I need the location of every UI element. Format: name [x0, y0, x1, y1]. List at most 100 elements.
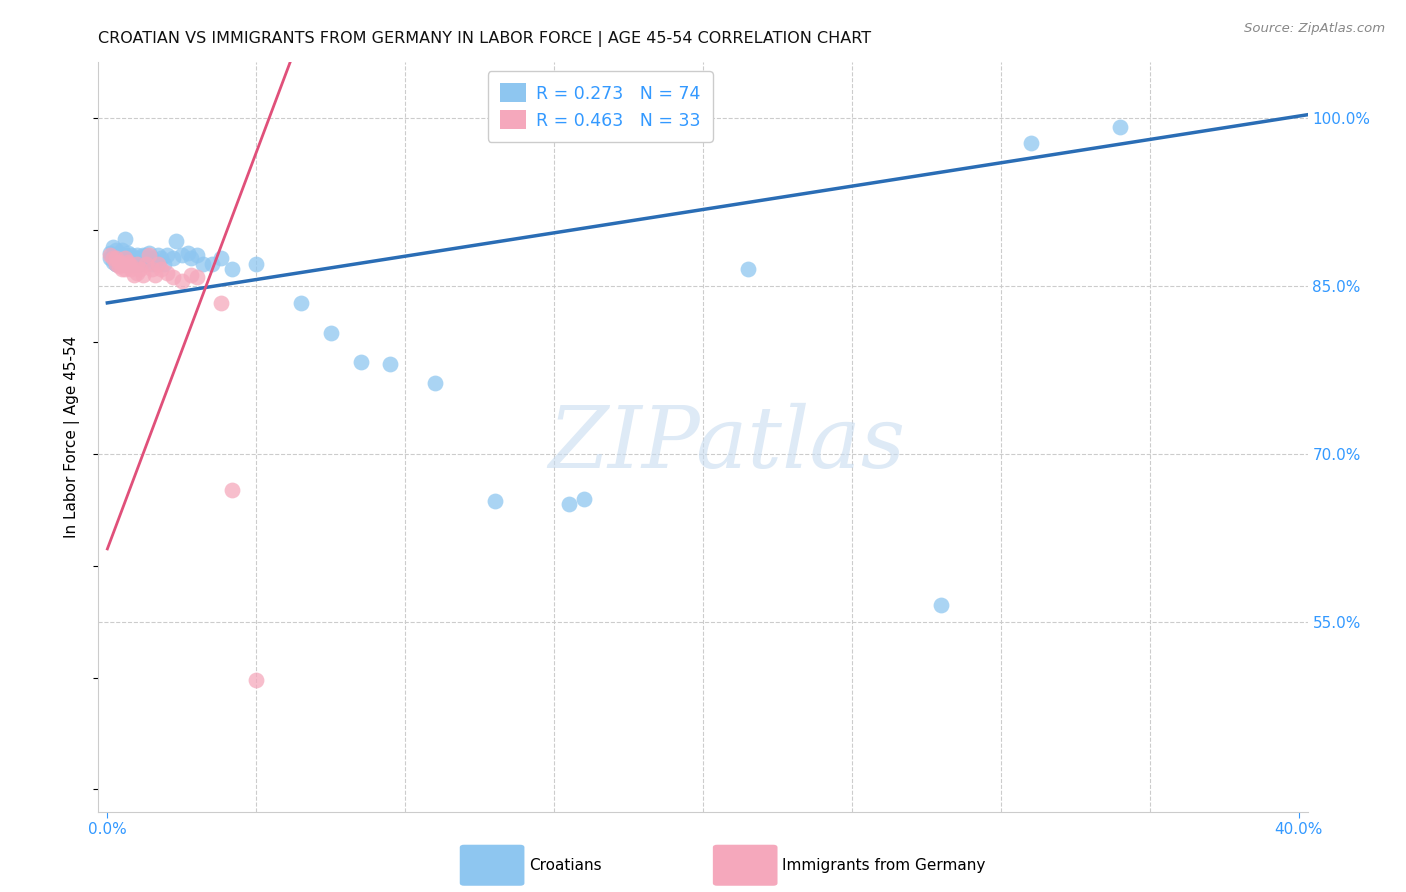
Point: [111, 244, 134, 258]
Point: [122, 251, 145, 265]
Point: [98, 251, 121, 265]
Point: [108, 254, 131, 268]
Point: [156, 266, 179, 280]
Point: [170, 248, 193, 262]
Point: [737, 262, 759, 277]
Point: [929, 598, 952, 612]
Point: [129, 251, 152, 265]
Point: [180, 268, 202, 282]
Point: [209, 251, 232, 265]
Point: [127, 257, 149, 271]
Point: [484, 493, 506, 508]
Point: [129, 262, 152, 277]
Point: [572, 491, 595, 506]
Point: [558, 497, 581, 511]
Point: [114, 251, 136, 265]
Point: [111, 251, 134, 265]
Point: [103, 240, 125, 254]
Point: [122, 257, 145, 271]
Point: [127, 266, 149, 280]
Point: [114, 251, 136, 265]
Point: [129, 257, 152, 271]
Text: ZIPatlas: ZIPatlas: [548, 403, 905, 486]
Point: [117, 254, 139, 268]
Point: [191, 257, 214, 271]
Text: CROATIAN VS IMMIGRANTS FROM GERMANY IN LABOR FORCE | AGE 45-54 CORRELATION CHART: CROATIAN VS IMMIGRANTS FROM GERMANY IN L…: [98, 31, 872, 47]
Point: [103, 251, 125, 265]
Point: [108, 245, 131, 260]
Point: [138, 248, 160, 262]
Point: [135, 257, 157, 271]
Point: [111, 251, 134, 265]
Point: [117, 251, 139, 265]
Point: [111, 248, 134, 262]
Point: [349, 355, 371, 369]
Point: [143, 268, 166, 282]
Point: [117, 257, 139, 271]
Point: [105, 251, 128, 265]
Point: [209, 296, 232, 310]
Point: [120, 259, 142, 273]
Point: [380, 358, 402, 372]
Point: [290, 296, 312, 310]
Point: [127, 257, 149, 271]
Point: [170, 273, 193, 287]
Point: [135, 251, 157, 265]
Point: [149, 251, 172, 265]
Point: [1019, 136, 1042, 150]
Point: [153, 257, 176, 271]
Y-axis label: In Labor Force | Age 45-54: In Labor Force | Age 45-54: [63, 336, 80, 538]
Point: [105, 257, 128, 271]
Point: [122, 254, 145, 268]
Point: [132, 254, 155, 268]
Point: [111, 257, 134, 271]
Point: [221, 483, 243, 497]
Point: [108, 251, 131, 265]
Point: [186, 270, 208, 285]
Point: [105, 251, 128, 265]
Point: [221, 262, 243, 277]
Point: [127, 251, 149, 265]
Point: [120, 251, 142, 265]
Point: [143, 254, 166, 268]
Point: [105, 244, 128, 258]
Point: [117, 257, 139, 271]
Point: [177, 245, 200, 260]
Point: [114, 232, 136, 246]
Point: [141, 251, 163, 265]
Point: [122, 268, 145, 282]
Point: [120, 248, 142, 262]
Point: [98, 245, 121, 260]
Point: [105, 257, 128, 271]
Point: [141, 257, 163, 271]
Point: [108, 257, 131, 271]
Point: [114, 262, 136, 277]
Point: [111, 262, 134, 277]
Point: [146, 248, 169, 262]
Point: [111, 257, 134, 271]
Point: [146, 257, 169, 271]
Legend: R = 0.273   N = 74, R = 0.463   N = 33: R = 0.273 N = 74, R = 0.463 N = 33: [488, 71, 713, 142]
Point: [114, 248, 136, 262]
Point: [1109, 120, 1132, 135]
Point: [111, 254, 134, 268]
Point: [186, 248, 208, 262]
Point: [135, 248, 157, 262]
Point: [127, 248, 149, 262]
Point: [138, 245, 160, 260]
Point: [165, 235, 187, 249]
Text: Croatians: Croatians: [529, 858, 602, 872]
Point: [103, 254, 125, 268]
Point: [117, 257, 139, 271]
Point: [162, 251, 184, 265]
Point: [120, 257, 142, 271]
Point: [200, 257, 222, 271]
Point: [108, 259, 131, 273]
Point: [117, 245, 139, 260]
Point: [103, 248, 125, 262]
Point: [141, 262, 163, 277]
Point: [120, 262, 142, 277]
Point: [245, 257, 267, 271]
Point: [108, 248, 131, 262]
Point: [98, 248, 121, 262]
